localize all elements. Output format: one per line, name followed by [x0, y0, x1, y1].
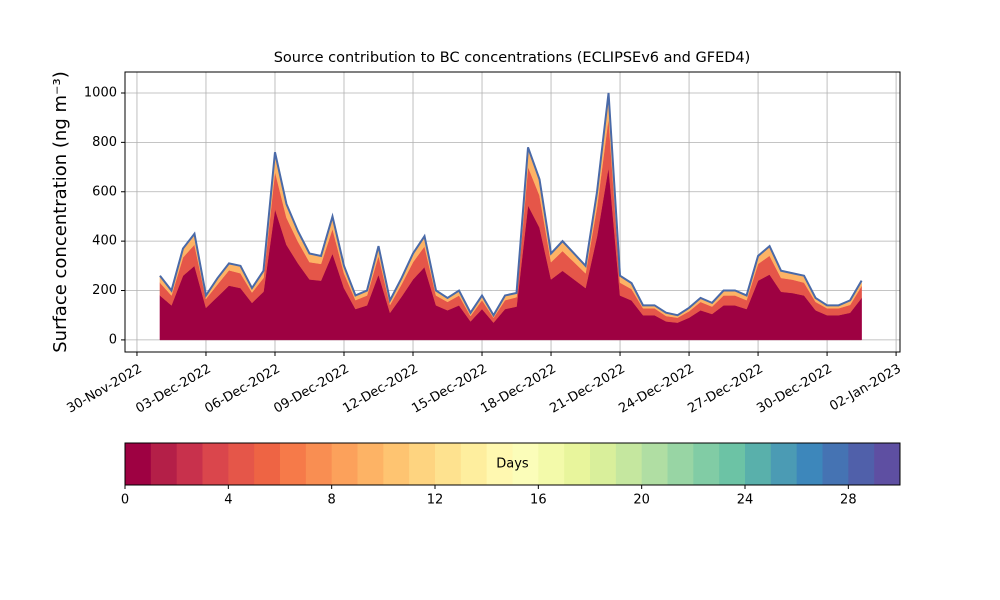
- colorbar-bin: [745, 443, 772, 485]
- colorbar-bin: [512, 443, 539, 485]
- x-tick-label: 12-Dec-2022: [340, 362, 420, 417]
- colorbar-tick-label: 0: [121, 493, 129, 508]
- plot-frame: [124, 71, 901, 353]
- colorbar-bin: [254, 443, 281, 485]
- colorbar-bin: [409, 443, 436, 485]
- x-tick-label: 21-Dec-2022: [547, 362, 627, 417]
- colorbar-bin: [719, 443, 746, 485]
- colorbar-tick-label: 24: [737, 493, 754, 508]
- colorbar-bin: [383, 443, 410, 485]
- x-tick-label: 30-Dec-2022: [754, 362, 834, 417]
- x-tick-label: 27-Dec-2022: [685, 362, 765, 417]
- colorbar-bin: [357, 443, 384, 485]
- colorbar-bin: [615, 443, 643, 485]
- y-tick-label: 0: [109, 332, 117, 347]
- colorbar-bin: [202, 443, 229, 485]
- colorbar-bin: [460, 443, 488, 485]
- colorbar-frame: [124, 442, 901, 486]
- x-tick-label: 09-Dec-2022: [271, 362, 351, 417]
- colorbar-tick-label: 12: [427, 493, 444, 508]
- colorbar-tick-label: 20: [633, 493, 650, 508]
- colorbar-bin: [590, 443, 617, 485]
- colorbar-bin: [667, 443, 694, 485]
- colorbar-tick-label: 4: [224, 493, 232, 508]
- colorbar-bin: [305, 443, 333, 485]
- colorbar-tick-label: 16: [530, 493, 547, 508]
- y-tick-label: 600: [92, 184, 117, 199]
- x-tick-label: 02-Jan-2023: [827, 362, 904, 415]
- y-tick-label: 1000: [84, 85, 117, 100]
- colorbar-bin: [641, 443, 668, 485]
- y-tick-label: 400: [92, 234, 117, 249]
- colorbar-bin: [796, 443, 823, 485]
- colorbar-tick-label: 28: [840, 493, 857, 508]
- colorbar-bin: [822, 443, 849, 485]
- colorbar-bin: [538, 443, 565, 485]
- x-tick-label: 30-Nov-2022: [64, 362, 144, 417]
- colorbar-bin: [435, 443, 462, 485]
- colorbar-bin: [280, 443, 307, 485]
- x-tick-label: 24-Dec-2022: [616, 362, 696, 417]
- colorbar-bin: [564, 443, 591, 485]
- y-tick-label: 200: [92, 283, 117, 298]
- colorbar-tick-label: 8: [328, 493, 336, 508]
- chart-title: Source contribution to BC concentrations…: [274, 50, 751, 66]
- x-tick-label: 18-Dec-2022: [478, 362, 558, 417]
- colorbar-bin: [848, 443, 875, 485]
- colorbar-label: Days: [496, 457, 529, 472]
- x-tick-label: 15-Dec-2022: [409, 362, 489, 417]
- y-axis-label: Surface concentration (ng m⁻³): [50, 71, 71, 353]
- colorbar-bin: [770, 443, 798, 485]
- colorbar-bin: [486, 443, 513, 485]
- colorbar-bin: [874, 443, 901, 485]
- colorbar-bin: [693, 443, 720, 485]
- colorbar-bin: [125, 443, 152, 485]
- colorbar-bin: [176, 443, 203, 485]
- y-tick-label: 800: [92, 135, 117, 150]
- colorbar-bin: [331, 443, 358, 485]
- colorbar-bin: [228, 443, 255, 485]
- colorbar-bin: [150, 443, 178, 485]
- total-outline: [159, 92, 863, 318]
- x-tick-label: 06-Dec-2022: [202, 362, 282, 417]
- x-tick-label: 03-Dec-2022: [133, 362, 213, 417]
